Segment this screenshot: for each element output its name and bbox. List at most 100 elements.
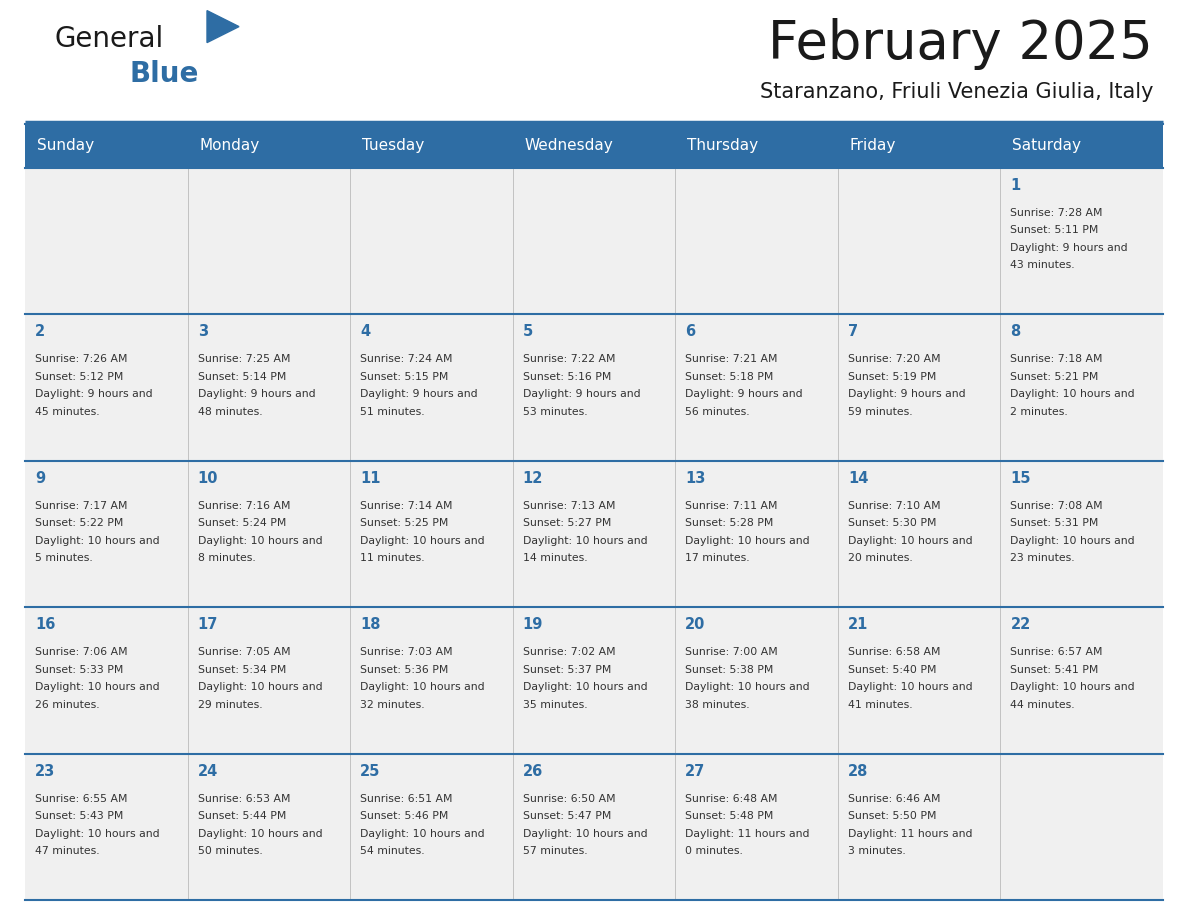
Text: Sunset: 5:12 PM: Sunset: 5:12 PM [34,372,124,382]
Text: Sunrise: 7:13 AM: Sunrise: 7:13 AM [523,501,615,510]
Text: 0 minutes.: 0 minutes. [685,846,744,856]
Bar [25,461,1163,607]
Text: Daylight: 10 hours and: Daylight: 10 hours and [34,536,159,546]
Text: 19: 19 [523,617,543,633]
Text: Sunset: 5:14 PM: Sunset: 5:14 PM [197,372,286,382]
Text: 15: 15 [1011,471,1031,486]
Text: Sunrise: 6:51 AM: Sunrise: 6:51 AM [360,793,453,803]
Text: 21: 21 [848,617,868,633]
Text: Daylight: 10 hours and: Daylight: 10 hours and [34,829,159,839]
Text: Daylight: 10 hours and: Daylight: 10 hours and [848,536,973,546]
Text: 18: 18 [360,617,380,633]
Text: Sunrise: 7:28 AM: Sunrise: 7:28 AM [1011,208,1102,218]
Text: Sunday: Sunday [37,139,94,153]
Text: Sunrise: 7:10 AM: Sunrise: 7:10 AM [848,501,941,510]
Text: 27: 27 [685,764,706,778]
Text: Daylight: 10 hours and: Daylight: 10 hours and [523,536,647,546]
Text: Sunset: 5:15 PM: Sunset: 5:15 PM [360,372,449,382]
Text: 8 minutes.: 8 minutes. [197,554,255,564]
Text: Sunrise: 7:21 AM: Sunrise: 7:21 AM [685,354,778,364]
Text: Sunset: 5:44 PM: Sunset: 5:44 PM [197,812,286,821]
Text: Sunset: 5:25 PM: Sunset: 5:25 PM [360,519,449,528]
Text: Sunset: 5:21 PM: Sunset: 5:21 PM [1011,372,1099,382]
Text: 7: 7 [848,324,858,340]
Text: Sunrise: 7:24 AM: Sunrise: 7:24 AM [360,354,453,364]
Text: Sunrise: 6:50 AM: Sunrise: 6:50 AM [523,793,615,803]
Text: 29 minutes.: 29 minutes. [197,700,263,710]
Text: General: General [55,25,164,53]
Text: Sunrise: 7:02 AM: Sunrise: 7:02 AM [523,647,615,657]
Text: 2 minutes.: 2 minutes. [1011,407,1068,417]
Text: Sunrise: 6:48 AM: Sunrise: 6:48 AM [685,793,778,803]
Text: Sunset: 5:36 PM: Sunset: 5:36 PM [360,665,449,675]
Text: 59 minutes.: 59 minutes. [848,407,912,417]
Text: 45 minutes.: 45 minutes. [34,407,100,417]
Bar [25,607,1163,754]
Text: Daylight: 10 hours and: Daylight: 10 hours and [197,682,322,692]
Text: Sunrise: 7:16 AM: Sunrise: 7:16 AM [197,501,290,510]
Text: Daylight: 10 hours and: Daylight: 10 hours and [360,536,485,546]
Bar [25,754,1163,900]
Text: 38 minutes.: 38 minutes. [685,700,750,710]
Text: Sunset: 5:33 PM: Sunset: 5:33 PM [34,665,124,675]
Text: Sunrise: 7:22 AM: Sunrise: 7:22 AM [523,354,615,364]
Text: Daylight: 10 hours and: Daylight: 10 hours and [685,682,810,692]
Text: Daylight: 10 hours and: Daylight: 10 hours and [1011,682,1135,692]
Text: 22: 22 [1011,617,1031,633]
Text: Sunset: 5:22 PM: Sunset: 5:22 PM [34,519,124,528]
Text: 28: 28 [848,764,868,778]
Text: Daylight: 10 hours and: Daylight: 10 hours and [360,682,485,692]
Text: 6: 6 [685,324,695,340]
Text: 5: 5 [523,324,533,340]
Bar [25,168,1163,314]
Text: Daylight: 10 hours and: Daylight: 10 hours and [523,682,647,692]
Text: 53 minutes.: 53 minutes. [523,407,587,417]
Text: Blue: Blue [129,60,200,88]
Text: Sunrise: 7:00 AM: Sunrise: 7:00 AM [685,647,778,657]
Text: Daylight: 10 hours and: Daylight: 10 hours and [1011,536,1135,546]
Text: 14 minutes.: 14 minutes. [523,554,587,564]
Text: Sunrise: 7:20 AM: Sunrise: 7:20 AM [848,354,941,364]
Text: 43 minutes.: 43 minutes. [1011,261,1075,271]
Text: 32 minutes.: 32 minutes. [360,700,425,710]
Text: Friday: Friday [849,139,896,153]
Text: 26: 26 [523,764,543,778]
Text: Daylight: 9 hours and: Daylight: 9 hours and [848,389,966,399]
Text: 13: 13 [685,471,706,486]
Text: Staranzano, Friuli Venezia Giulia, Italy: Staranzano, Friuli Venezia Giulia, Italy [759,82,1154,102]
Polygon shape [207,11,239,42]
Text: Sunrise: 6:58 AM: Sunrise: 6:58 AM [848,647,941,657]
Text: 11: 11 [360,471,380,486]
Text: Thursday: Thursday [688,139,758,153]
Text: Sunset: 5:50 PM: Sunset: 5:50 PM [848,812,936,821]
Text: 41 minutes.: 41 minutes. [848,700,912,710]
Text: Sunrise: 7:11 AM: Sunrise: 7:11 AM [685,501,778,510]
Text: 23 minutes.: 23 minutes. [1011,554,1075,564]
Text: Sunset: 5:43 PM: Sunset: 5:43 PM [34,812,124,821]
Text: Sunset: 5:48 PM: Sunset: 5:48 PM [685,812,773,821]
Text: Sunrise: 6:57 AM: Sunrise: 6:57 AM [1011,647,1102,657]
Text: Daylight: 9 hours and: Daylight: 9 hours and [197,389,315,399]
Text: 20: 20 [685,617,706,633]
Text: Sunset: 5:40 PM: Sunset: 5:40 PM [848,665,936,675]
Text: Sunset: 5:18 PM: Sunset: 5:18 PM [685,372,773,382]
Text: 47 minutes.: 47 minutes. [34,846,100,856]
Text: Sunrise: 6:46 AM: Sunrise: 6:46 AM [848,793,941,803]
Text: Saturday: Saturday [1012,139,1081,153]
Text: Daylight: 10 hours and: Daylight: 10 hours and [197,536,322,546]
Text: Daylight: 9 hours and: Daylight: 9 hours and [523,389,640,399]
Text: Daylight: 10 hours and: Daylight: 10 hours and [685,536,810,546]
Text: Sunset: 5:38 PM: Sunset: 5:38 PM [685,665,773,675]
Text: Monday: Monday [200,139,260,153]
Text: Sunrise: 6:55 AM: Sunrise: 6:55 AM [34,793,127,803]
Text: 26 minutes.: 26 minutes. [34,700,100,710]
Text: Sunrise: 6:53 AM: Sunrise: 6:53 AM [197,793,290,803]
Text: 16: 16 [34,617,56,633]
Text: 17 minutes.: 17 minutes. [685,554,750,564]
Bar [25,314,1163,461]
Text: 56 minutes.: 56 minutes. [685,407,750,417]
Text: 44 minutes.: 44 minutes. [1011,700,1075,710]
Text: 1: 1 [1011,178,1020,193]
Text: Sunrise: 7:14 AM: Sunrise: 7:14 AM [360,501,453,510]
Text: Sunrise: 7:08 AM: Sunrise: 7:08 AM [1011,501,1102,510]
